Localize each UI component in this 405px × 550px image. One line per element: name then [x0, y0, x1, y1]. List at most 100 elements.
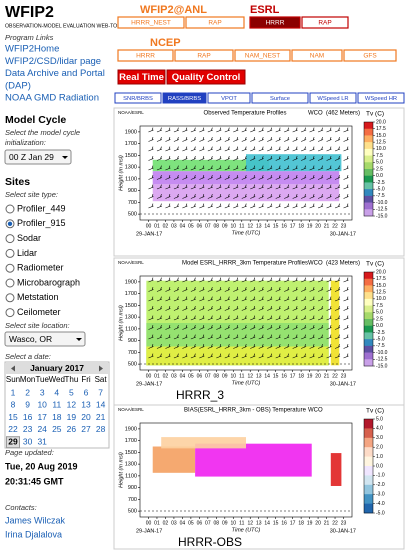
radio[interactable] — [5, 263, 15, 273]
calendar-day[interactable]: 25 — [52, 424, 62, 434]
calendar-day[interactable]: 16 — [23, 412, 33, 422]
calendar-day[interactable]: 26 — [67, 424, 77, 434]
product-button[interactable] — [357, 92, 405, 104]
calendar-day[interactable]: 23 — [23, 424, 33, 434]
calendar-day[interactable]: 22 — [8, 424, 18, 434]
wind-barb — [334, 175, 341, 180]
model-button[interactable] — [174, 49, 234, 62]
colorbar-tick-label: -7.5 — [376, 343, 385, 349]
wind-barb — [250, 175, 256, 180]
mode-button[interactable] — [166, 69, 246, 85]
model-button[interactable] — [301, 16, 349, 29]
calendar-day[interactable]: 19 — [67, 412, 77, 422]
program-link[interactable]: WFIP2Home — [5, 44, 59, 55]
wind-barb — [326, 146, 332, 152]
product-button[interactable] — [309, 92, 357, 104]
wind-barb — [241, 203, 247, 209]
radio[interactable] — [5, 248, 15, 258]
x-tick-label: 08 — [214, 373, 220, 379]
calendar-day[interactable]: 1 — [11, 387, 16, 397]
select-box[interactable] — [4, 331, 86, 347]
calendar-day[interactable]: 30 — [23, 436, 33, 446]
calendar-day[interactable]: 17 — [37, 412, 47, 422]
colorbar-segment — [364, 175, 373, 183]
model-button[interactable] — [249, 16, 301, 29]
model-button[interactable] — [291, 49, 343, 62]
radio[interactable] — [5, 204, 15, 214]
calendar-day[interactable]: 3 — [40, 387, 45, 397]
product-button[interactable] — [207, 92, 251, 104]
wind-barb — [224, 165, 230, 171]
contact-link[interactable]: James Wilczak — [5, 515, 66, 525]
panel-site: WCO — [308, 111, 323, 117]
model-button[interactable] — [117, 16, 185, 29]
calendar-day[interactable]: 5 — [69, 387, 74, 397]
calendar-day[interactable]: 28 — [96, 424, 106, 434]
wind-barb — [173, 127, 180, 133]
calendar-day[interactable]: 13 — [81, 400, 91, 410]
calendar-day[interactable]: 8 — [11, 400, 16, 410]
wind-barb — [199, 203, 205, 209]
calendar-day[interactable]: 9 — [25, 400, 30, 410]
program-link[interactable]: NOAA GMD Radiation — [5, 93, 99, 104]
calendar-day[interactable]: 27 — [81, 424, 91, 434]
calendar-day[interactable]: 11 — [52, 400, 61, 410]
program-link[interactable]: Data Archive and Portal — [5, 68, 105, 79]
calendar-day[interactable]: 31 — [37, 436, 47, 446]
product-button[interactable] — [162, 92, 207, 104]
wind-barb — [156, 277, 163, 283]
calendar-day[interactable]: 18 — [52, 412, 62, 422]
calendar-day[interactable]: 20 — [81, 412, 91, 422]
wind-barb — [258, 127, 264, 133]
wind-barb — [326, 287, 332, 292]
product-button[interactable] — [114, 92, 162, 104]
model-button[interactable] — [117, 49, 174, 62]
wind-barb — [334, 146, 341, 152]
calendar-day[interactable]: 7 — [98, 387, 103, 397]
product-button[interactable] — [251, 92, 309, 104]
prev-month[interactable] — [11, 365, 15, 372]
wind-barb — [258, 287, 264, 292]
radio[interactable] — [5, 293, 15, 303]
wind-barb — [317, 315, 324, 321]
calendar-day[interactable]: 4 — [54, 387, 59, 397]
wind-barb — [250, 156, 256, 161]
wind-barb — [173, 315, 180, 321]
wind-barb — [317, 353, 324, 359]
calendar-day[interactable]: 24 — [37, 424, 47, 434]
x-tick-label: 02 — [163, 373, 169, 379]
contact-link[interactable]: Irina Djalalova — [5, 529, 62, 539]
colorbar-label: Tv (C) — [366, 111, 384, 118]
model-button[interactable] — [185, 16, 245, 29]
model-button[interactable] — [234, 49, 291, 62]
calendar-day[interactable]: 21 — [96, 412, 106, 422]
wind-barb — [267, 184, 273, 190]
calendar-day[interactable]: 12 — [67, 400, 77, 410]
radio[interactable] — [5, 278, 15, 288]
model-button[interactable] — [343, 49, 397, 62]
calendar-day[interactable]: 15 — [8, 412, 18, 422]
select-box[interactable] — [4, 149, 72, 165]
radio[interactable] — [5, 308, 15, 318]
wind-barb — [241, 184, 247, 190]
wind-barb — [301, 203, 307, 209]
calendar-day[interactable]: 6 — [84, 387, 89, 397]
wind-barb — [199, 353, 205, 359]
calendar-day[interactable]: 2 — [25, 387, 30, 397]
calendar-day[interactable]: 14 — [96, 400, 106, 410]
program-link[interactable]: WFIP2/CSD/lidar page — [5, 56, 101, 67]
radio-dot — [7, 221, 13, 226]
calendar-day[interactable]: 10 — [37, 400, 47, 410]
select-arrow — [62, 156, 68, 159]
wind-barb — [199, 344, 205, 349]
wind-barb — [292, 184, 298, 190]
radio[interactable] — [5, 234, 15, 244]
colorbar-tick-label: 15.0 — [376, 283, 386, 289]
program-link[interactable]: (DAP) — [5, 80, 31, 91]
mode-button[interactable] — [117, 69, 166, 85]
calendar-day[interactable]: 29 — [8, 436, 18, 446]
wind-barb — [309, 165, 315, 171]
wind-barb — [182, 127, 188, 133]
wind-barb — [275, 306, 281, 311]
next-month[interactable] — [99, 365, 103, 372]
